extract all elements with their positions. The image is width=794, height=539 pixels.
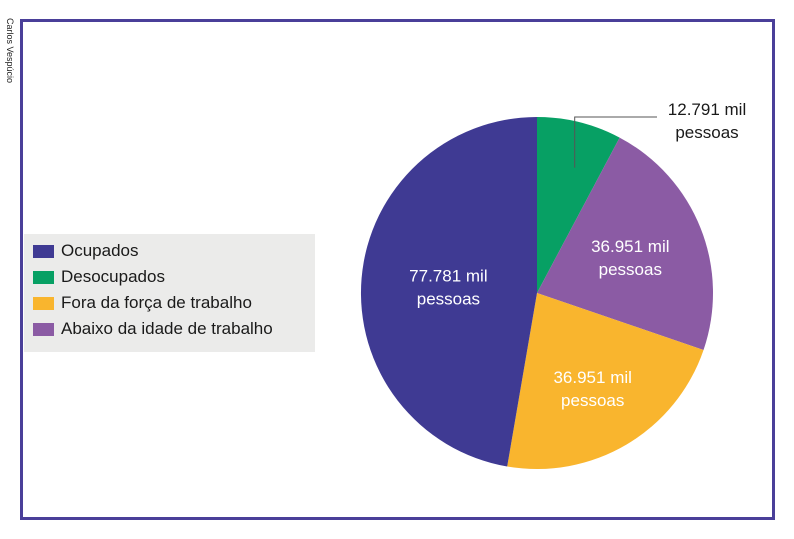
pie-slice-desocupados xyxy=(537,117,620,293)
legend-item: Ocupados xyxy=(33,240,139,262)
legend-item: Abaixo da idade de trabalho xyxy=(33,318,273,340)
legend-label: Ocupados xyxy=(61,241,139,260)
chart-frame xyxy=(20,19,775,520)
legend-item: Fora da força de trabalho xyxy=(33,292,252,314)
legend-label: Desocupados xyxy=(61,267,165,286)
legend-swatch xyxy=(33,270,54,284)
pie-slice-abaixo-da-idade-de-trabalho xyxy=(537,137,714,350)
data-label-desocupados: 12.791 mil pessoas xyxy=(668,100,746,142)
data-label-abaixo-da-idade-de-trabalho: 36.951 mil pessoas xyxy=(591,237,669,279)
pie-slice-ocupados xyxy=(360,117,537,467)
legend-swatch xyxy=(33,296,54,310)
legend-item: Desocupados xyxy=(33,266,165,288)
data-label-ocupados: 77.781 mil pessoas xyxy=(409,266,487,308)
legend-swatch xyxy=(33,322,54,336)
callout-line-desocupados xyxy=(574,116,657,168)
legend-label: Fora da força de trabalho xyxy=(61,293,252,312)
legend-label: Abaixo da idade de trabalho xyxy=(61,319,273,338)
data-label-fora-da-forca-de-trabalho: 36.951 mil pessoas xyxy=(553,368,631,410)
chart-legend: Ocupados Desocupados Fora da força de trab… xyxy=(24,234,315,352)
pie-slice-fora-da-forca-de-trabalho xyxy=(507,293,704,470)
legend-swatch xyxy=(33,244,54,258)
